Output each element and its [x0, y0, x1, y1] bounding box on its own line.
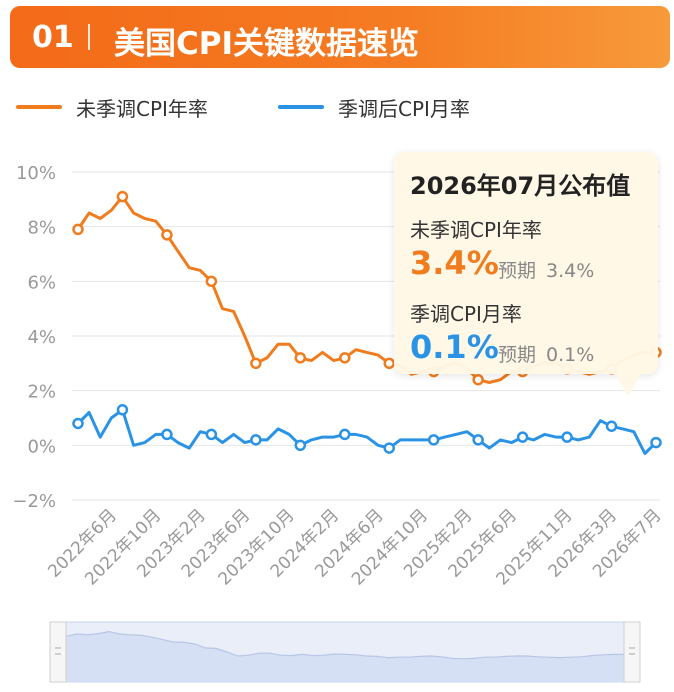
zoom-slider-preview-area: [66, 631, 624, 682]
zoom-slider-handle-right[interactable]: [623, 621, 641, 683]
tooltip-value-mom: 0.1%: [410, 328, 499, 366]
y-tick-label: 6%: [27, 272, 56, 293]
tooltip-expected-value-yoy: 3.4%: [546, 260, 595, 282]
tooltip-value-yoy: 3.4%: [410, 244, 499, 282]
data-point-blue: [116, 404, 129, 416]
y-tick-label: 4%: [27, 327, 56, 348]
data-point-blue: [472, 434, 484, 446]
series-line-blue: [76, 408, 658, 455]
tooltip-expected-mom: 预期 0.1%: [498, 340, 594, 367]
legend-swatch-orange: [16, 105, 62, 109]
data-point-blue: [516, 431, 529, 443]
data-point-orange: [161, 229, 173, 241]
section-header: 01 美国CPI关键数据速览: [10, 6, 670, 68]
data-point-blue: [294, 439, 307, 452]
y-tick-label: 0%: [27, 436, 56, 457]
data-point-orange: [72, 223, 84, 236]
tooltip-expected-value-mom: 0.1%: [546, 344, 595, 366]
data-point-orange: [205, 275, 218, 288]
y-tick-label: 10%: [16, 163, 56, 184]
data-point-blue: [605, 420, 618, 432]
tooltip-pointer: [614, 372, 642, 396]
data-point-orange: [383, 357, 395, 370]
tooltip-label-mom: 季调CPI月率: [410, 302, 522, 326]
tooltip-expected-label-mom: 预期: [498, 344, 537, 366]
section-number: 01: [32, 20, 74, 55]
data-point-blue: [72, 417, 84, 430]
data-point-blue: [383, 442, 395, 454]
data-point-blue: [427, 434, 440, 446]
data-tooltip: 2026年07月公布值 未季调CPI年率 3.4% 预期 3.4% 季调CPI月率…: [394, 152, 658, 374]
header-divider: [88, 24, 90, 50]
tooltip-expected-yoy: 预期 3.4%: [498, 256, 594, 283]
data-point-orange: [294, 352, 307, 364]
data-point-orange: [116, 190, 129, 203]
zoom-slider-handle-left[interactable]: [49, 621, 67, 683]
data-point-orange: [472, 373, 484, 386]
tooltip-title: 2026年07月公布值: [410, 172, 631, 200]
legend-swatch-blue: [278, 105, 324, 109]
zoom-slider-preview-line: [65, 630, 624, 660]
data-point-blue: [561, 431, 573, 443]
legend-item-blue[interactable]: 季调后CPI月率: [278, 92, 470, 122]
legend-label-orange: 未季调CPI年率: [76, 96, 208, 121]
data-point-blue: [650, 436, 662, 449]
y-tick-label: 8%: [27, 218, 56, 239]
tooltip-expected-label-yoy: 预期: [498, 260, 537, 282]
data-point-blue: [205, 428, 218, 441]
data-point-blue: [250, 434, 262, 446]
data-point-orange: [250, 357, 262, 370]
legend-label-blue: 季调后CPI月率: [338, 96, 470, 121]
data-point-blue: [161, 428, 173, 441]
y-tick-label: −2%: [12, 491, 56, 512]
tooltip-label-yoy: 未季调CPI年率: [410, 218, 542, 242]
legend-item-orange[interactable]: 未季调CPI年率: [16, 92, 208, 122]
data-point-blue: [339, 428, 351, 441]
data-point-orange: [339, 352, 351, 364]
section-title: 美国CPI关键数据速览: [114, 26, 420, 62]
y-tick-label: 2%: [27, 382, 56, 403]
